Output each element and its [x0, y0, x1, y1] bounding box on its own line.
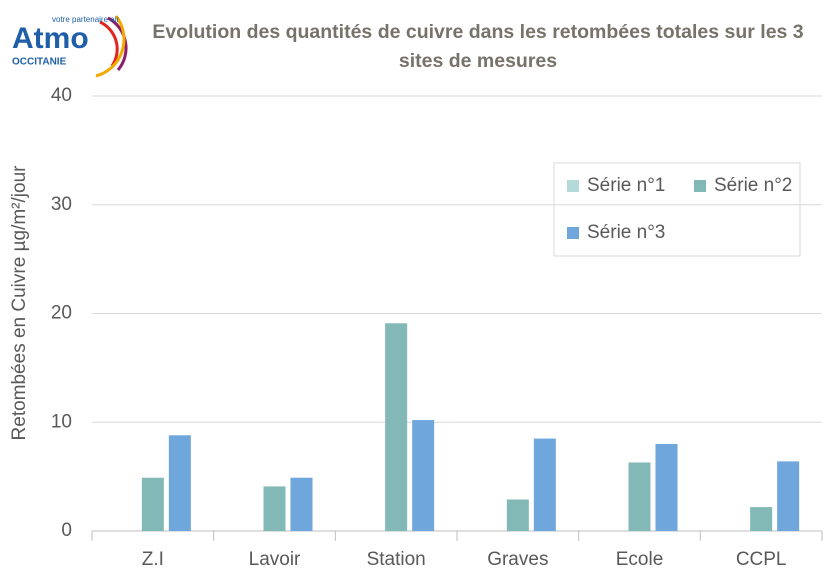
legend-swatch	[567, 180, 579, 192]
x-tick-label: Ecole	[616, 549, 664, 570]
x-tick-label: Graves	[487, 549, 548, 570]
x-tick-label: Lavoir	[249, 549, 301, 570]
y-axis-label: Retombées en Cuivre µg/m²/jour	[9, 165, 30, 441]
x-tick-label: CCPL	[736, 549, 787, 570]
bar	[533, 438, 556, 531]
bar	[750, 507, 773, 531]
logo-tagline: votre partenaire air	[52, 15, 119, 24]
bar	[263, 486, 286, 531]
y-tick-label: 20	[51, 303, 72, 324]
legend-label: Série n°1	[587, 175, 665, 196]
logo-name: Atmo	[12, 22, 89, 55]
logo: Atmo votre partenaire air OCCITANIE	[12, 15, 128, 78]
x-tick-label: Station	[367, 549, 426, 570]
bar	[385, 323, 408, 531]
legend-swatch	[567, 227, 579, 239]
bar	[290, 477, 313, 531]
y-tick-label: 40	[51, 85, 72, 106]
y-tick-label: 0	[61, 520, 72, 541]
legend-label: Série n°3	[587, 222, 665, 243]
y-tick-label: 30	[51, 194, 72, 215]
bar	[506, 499, 529, 531]
y-tick-label: 10	[51, 411, 72, 432]
bar	[777, 461, 800, 531]
legend-swatch	[694, 180, 706, 192]
legend-box	[553, 162, 801, 257]
x-tick-label: Z.I	[142, 549, 164, 570]
bar	[628, 462, 651, 531]
bar	[141, 477, 164, 531]
chart-title: Evolution des quantités de cuivre dans l…	[152, 21, 804, 72]
bar	[412, 420, 435, 531]
bar	[655, 444, 678, 531]
legend-label: Série n°2	[714, 175, 792, 196]
logo-region: OCCITANIE	[12, 57, 67, 68]
logo-arc	[99, 20, 119, 67]
logo-arc	[95, 15, 126, 78]
bar	[168, 435, 191, 531]
